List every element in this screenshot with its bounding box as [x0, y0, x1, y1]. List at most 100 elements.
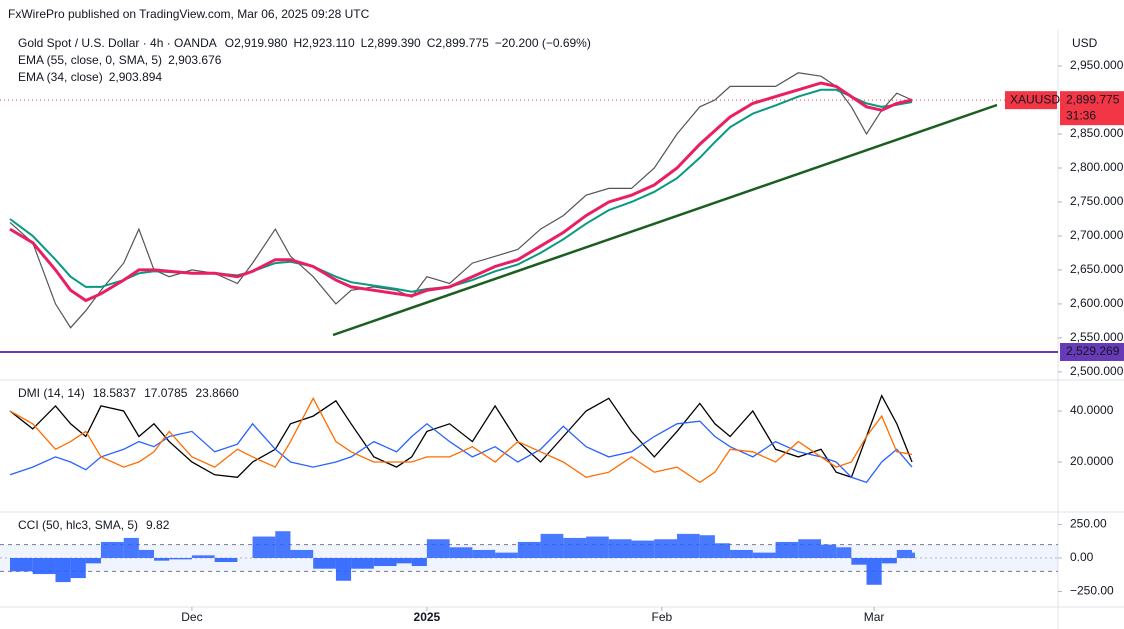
cci-bar	[836, 547, 852, 558]
cci-bar	[426, 539, 450, 558]
level-tag	[1060, 342, 1124, 361]
y-tick-label: 250.00	[1070, 517, 1107, 531]
cci-bar	[275, 531, 291, 558]
y-tick-label: 2,950.000	[1070, 58, 1124, 72]
y-tick-label: 40.0000	[1070, 403, 1114, 417]
y-tick-label: 2,800.000	[1070, 160, 1124, 174]
axis-unit: USD	[1072, 36, 1098, 50]
publish-header: FxWirePro published on TradingView.com, …	[8, 7, 370, 21]
series-line	[9, 394, 913, 479]
cci-bar	[32, 557, 56, 575]
cci-bar	[85, 557, 101, 564]
legend-text: DMI (14, 14)	[18, 386, 85, 400]
y-tick-label: 0.00	[1070, 550, 1094, 564]
legend-text: L	[361, 36, 368, 50]
y-tick-label: 20.0000	[1070, 454, 1114, 468]
cci-bar	[55, 557, 71, 583]
cci-bar	[191, 555, 215, 558]
legend-text: EMA (55, close, 0, SMA, 5)	[18, 53, 162, 67]
cci-bar	[586, 536, 609, 558]
y-tick-label: −250.00	[1070, 584, 1114, 598]
series-line	[9, 420, 913, 484]
y-tick-label: 2,750.000	[1070, 194, 1124, 208]
series-line	[9, 396, 913, 484]
cci-bar	[214, 557, 238, 563]
x-tick-label: 2025	[414, 610, 441, 624]
cci-bar	[396, 557, 412, 564]
cci-bar	[100, 541, 124, 558]
cci-bar	[123, 537, 139, 558]
legend-text: 2,919.980	[234, 36, 288, 50]
cci-bar	[10, 557, 33, 572]
x-tick-label: Feb	[652, 610, 673, 624]
cci-bar	[608, 539, 632, 558]
legend-text: −20.200 (−0.69%)	[495, 36, 591, 50]
y-tick-label: 2,550.000	[1070, 330, 1124, 344]
cci-bar	[752, 552, 776, 558]
legend-text: C	[427, 36, 436, 50]
cci-bar	[351, 557, 374, 569]
legend-text: EMA (34, close)	[18, 70, 103, 84]
price-label: 2,899.775	[1066, 92, 1120, 106]
series-line	[9, 72, 913, 329]
cci-bar	[517, 541, 541, 558]
legend-text: 23.8660	[195, 386, 239, 400]
cci-bar	[851, 557, 867, 565]
cci-bar	[730, 549, 753, 558]
legend-text: 2,899.775	[435, 36, 489, 50]
legend-text: 2,923.110	[302, 36, 355, 50]
cci-bar	[714, 543, 731, 558]
legend-text: H	[293, 36, 302, 50]
cci-bar	[154, 557, 170, 561]
cci-bar	[138, 549, 155, 558]
y-tick-label: 2,700.000	[1070, 228, 1124, 242]
cci-bar	[252, 536, 276, 558]
cci-bar	[313, 557, 336, 569]
y-tick-label: 2,650.000	[1070, 262, 1124, 276]
symbol-label: XAUUSD	[1010, 92, 1060, 106]
cci-bar	[866, 557, 882, 585]
legend-text: CCI (50, hlc3, SMA, 5)	[18, 518, 138, 532]
legend-text: 18.5837	[93, 386, 137, 400]
legend-text: 2,903.676	[168, 53, 222, 67]
cci-bar	[411, 557, 427, 567]
y-tick-label: 2,500.000	[1070, 364, 1124, 378]
legend-text: 2,903.894	[109, 70, 163, 84]
legend-text: 17.0785	[144, 386, 188, 400]
series-line	[9, 81, 913, 303]
cci-bar	[654, 539, 678, 558]
price-tag	[1060, 91, 1124, 126]
cci-bar	[798, 539, 822, 558]
legend-text: Gold Spot / U.S. Dollar · 4h · OANDA	[18, 36, 217, 50]
y-tick-label: 2,600.000	[1070, 296, 1124, 310]
legend-text: 9.82	[146, 518, 170, 532]
x-tick-label: Dec	[181, 610, 202, 624]
cci-bar	[335, 557, 352, 581]
cci-bar	[699, 535, 715, 558]
x-tick-label: Mar	[864, 610, 885, 624]
cci-bar	[896, 549, 912, 558]
cci-bar	[775, 541, 799, 558]
legend-text: 2,899.390	[367, 36, 421, 50]
cci-bar	[169, 557, 192, 560]
y-tick-label: 2,850.000	[1070, 126, 1124, 140]
cci-bar	[540, 533, 564, 558]
cci-bar	[373, 557, 397, 567]
symbol-tag	[1005, 91, 1057, 110]
cci-bar	[821, 544, 837, 558]
level-label: 2,529.269	[1066, 344, 1120, 358]
cci-bar	[912, 552, 915, 558]
cci-bar	[563, 537, 587, 558]
cci-bar	[472, 549, 496, 558]
trend-line[interactable]	[332, 103, 998, 337]
cci-bar	[881, 557, 897, 564]
cci-bar	[631, 540, 655, 558]
countdown: 31:36	[1066, 108, 1096, 122]
legend-text: O	[225, 36, 234, 50]
cci-bar	[70, 557, 86, 579]
cci-bar	[449, 547, 473, 558]
cci-bar	[495, 552, 518, 558]
cci-bar	[677, 533, 700, 558]
